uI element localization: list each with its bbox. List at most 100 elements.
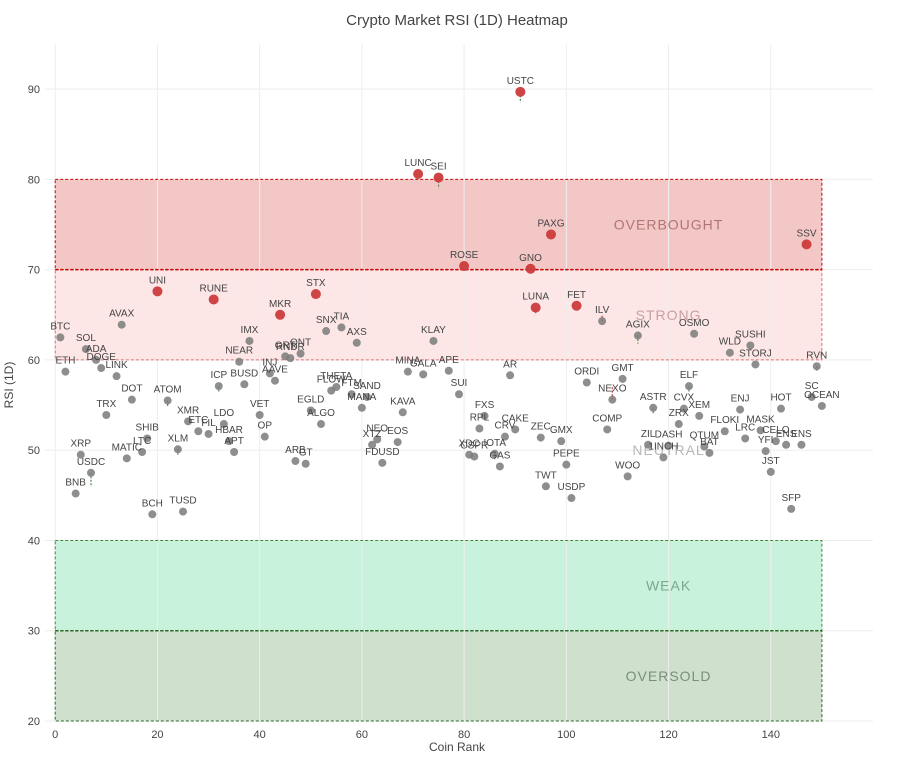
coin-point-shib[interactable] — [143, 434, 152, 443]
coin-point-yfi[interactable] — [761, 447, 770, 456]
coin-point-paxg[interactable] — [546, 229, 556, 240]
coin-point-woo[interactable] — [623, 472, 632, 481]
coin-point-xem[interactable] — [695, 411, 704, 420]
coin-point-cvx[interactable] — [679, 404, 688, 413]
coin-point-bch[interactable] — [148, 510, 157, 519]
coin-point-mina[interactable] — [403, 367, 412, 376]
coin-point-klay[interactable] — [429, 336, 438, 345]
coin-point-sushi[interactable] — [746, 341, 755, 350]
coin-point-axs[interactable] — [352, 338, 361, 347]
coin-point-gno[interactable] — [525, 263, 536, 274]
coin-point-comp[interactable] — [603, 425, 612, 434]
coin-point-matic[interactable] — [122, 454, 131, 463]
coin-point-qnt[interactable] — [296, 349, 305, 358]
coin-point-sfp[interactable] — [787, 504, 796, 513]
coin-point-atom[interactable] — [163, 396, 172, 405]
coin-point-rose[interactable] — [459, 261, 470, 272]
coin-point-rpl[interactable] — [475, 424, 484, 433]
coin-point-agix[interactable] — [633, 331, 642, 340]
coin-point-xrp[interactable] — [76, 450, 85, 459]
coin-point-dash[interactable] — [664, 441, 673, 450]
coin-point-dot[interactable] — [127, 395, 136, 404]
coin-point-avax[interactable] — [117, 320, 126, 329]
coin-point-algo[interactable] — [317, 420, 325, 429]
coin-point-cake[interactable] — [511, 425, 520, 434]
coin-point-ada[interactable] — [92, 355, 101, 364]
coin-point-gmx[interactable] — [557, 437, 566, 446]
coin-point-doge[interactable] — [97, 364, 106, 373]
coin-point-iota[interactable] — [490, 449, 499, 458]
coin-point-gas[interactable] — [495, 462, 504, 471]
coin-point-snx[interactable] — [322, 327, 331, 336]
coin-point-zec[interactable] — [536, 433, 545, 442]
coin-point-apt[interactable] — [230, 448, 239, 457]
coin-point-lrc[interactable] — [741, 434, 750, 443]
coin-point-ar[interactable] — [506, 371, 515, 380]
coin-point-elf[interactable] — [685, 382, 693, 391]
coin-point-ilv[interactable] — [598, 317, 607, 326]
coin-point-ens[interactable] — [782, 440, 791, 449]
coin-point-theta[interactable] — [332, 383, 341, 392]
coin-point-mask[interactable] — [756, 426, 765, 435]
coin-point-pepe[interactable] — [562, 460, 571, 469]
coin-point-fxs[interactable] — [480, 411, 489, 420]
coin-point-hot[interactable] — [777, 404, 785, 413]
coin-point-near[interactable] — [235, 357, 244, 366]
coin-point-usdc[interactable] — [87, 468, 95, 477]
coin-point-qtum[interactable] — [700, 442, 709, 451]
coin-point-link[interactable] — [112, 372, 121, 381]
coin-point-uni[interactable] — [152, 286, 163, 297]
coin-point-egld[interactable] — [306, 406, 315, 415]
coin-point-twt[interactable] — [541, 482, 550, 491]
coin-point-mana[interactable] — [357, 403, 366, 412]
coin-point-neo[interactable] — [373, 435, 382, 444]
coin-point-enj[interactable] — [736, 405, 745, 414]
coin-point-op[interactable] — [260, 432, 269, 441]
coin-point-luna[interactable] — [530, 302, 541, 313]
coin-point-storj[interactable] — [751, 360, 760, 369]
coin-point-xtz[interactable] — [368, 440, 377, 449]
coin-point-etc[interactable] — [194, 427, 203, 436]
coin-point-ocean[interactable] — [817, 401, 826, 410]
coin-point-vet[interactable] — [255, 410, 264, 419]
coin-point-trx[interactable] — [102, 410, 111, 419]
coin-point-tia[interactable] — [337, 323, 346, 332]
coin-point-aave[interactable] — [271, 376, 279, 385]
coin-point-crv[interactable] — [501, 432, 509, 441]
coin-point-eth[interactable] — [61, 367, 70, 376]
coin-point-kava[interactable] — [398, 408, 407, 417]
coin-point-sc[interactable] — [807, 392, 816, 401]
coin-point-ftm[interactable] — [347, 390, 356, 399]
coin-point-fdusd[interactable] — [378, 458, 387, 467]
coin-point-ldo[interactable] — [219, 420, 228, 429]
coin-point-nexo[interactable] — [608, 395, 617, 404]
coin-point-imx[interactable] — [245, 336, 254, 345]
coin-point-hbar[interactable] — [225, 437, 233, 446]
coin-point-ssv[interactable] — [801, 239, 812, 250]
coin-point-inj[interactable] — [265, 369, 274, 378]
coin-point-osmo[interactable] — [690, 329, 699, 338]
coin-point-xmr[interactable] — [184, 417, 193, 426]
coin-point-stx[interactable] — [310, 289, 321, 300]
coin-point-ordi[interactable] — [582, 378, 591, 387]
coin-point-ape[interactable] — [444, 366, 453, 375]
coin-point-usdp[interactable] — [567, 494, 576, 503]
coin-point-gmt[interactable] — [618, 374, 627, 383]
coin-point-ustc[interactable] — [515, 86, 526, 97]
coin-point-tusd[interactable] — [179, 507, 187, 516]
coin-point-ltc[interactable] — [138, 448, 147, 457]
coin-point-fet[interactable] — [571, 300, 582, 311]
coin-point-busd[interactable] — [240, 380, 249, 389]
coin-point-rune[interactable] — [208, 294, 219, 305]
coin-point-lunc[interactable] — [413, 168, 424, 179]
coin-point-eos[interactable] — [393, 438, 402, 447]
coin-point-sand[interactable] — [363, 392, 371, 401]
coin-point-ens2[interactable] — [797, 440, 806, 449]
coin-point-arb[interactable] — [291, 457, 300, 466]
coin-point-rvn[interactable] — [812, 362, 821, 371]
coin-point-xlm[interactable] — [173, 445, 182, 454]
coin-point-zil[interactable] — [644, 440, 653, 449]
coin-point-bat[interactable] — [705, 448, 714, 457]
coin-point-fil[interactable] — [204, 429, 213, 438]
coin-point-wld[interactable] — [725, 348, 734, 357]
